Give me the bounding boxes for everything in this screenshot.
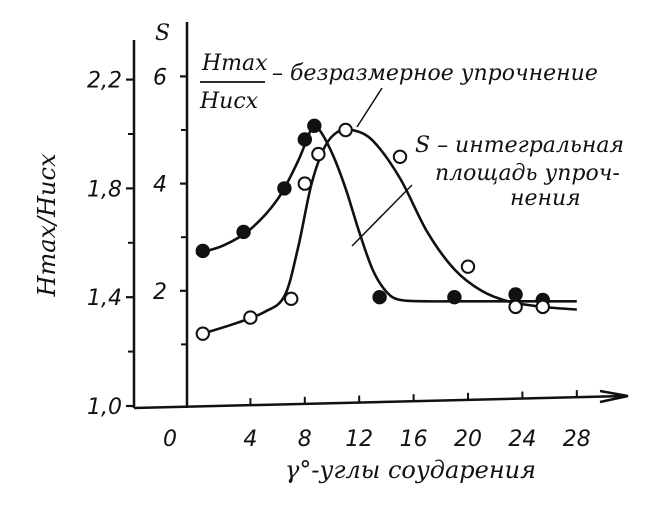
legend-fraction-text: – безразмерное упрочнение <box>272 61 598 86</box>
y-left-tick-label: 1,0 <box>87 395 122 420</box>
data-point-filled <box>447 290 462 305</box>
data-point-filled <box>297 132 312 147</box>
y-right-tick-label: 2 <box>153 280 167 305</box>
legend-fraction-numerator: Hmax <box>201 51 268 76</box>
data-point-open <box>392 149 408 165</box>
legend-fraction-denominator: Hисх <box>199 89 259 114</box>
data-point-open <box>311 146 326 162</box>
y-right-tick-label: 4 <box>153 173 167 198</box>
legend-s-line-3: нения <box>510 186 581 211</box>
y-left-tick-label: 1,4 <box>87 286 122 311</box>
x-axis <box>133 394 626 410</box>
y-left-tick-label: 2,2 <box>87 69 122 94</box>
y-left-tick-label: 1,8 <box>87 177 122 202</box>
x-axis-arrow <box>599 389 629 404</box>
x-tick-label: 4 <box>243 427 257 452</box>
data-point-open <box>195 326 211 341</box>
data-point-filled <box>236 224 251 240</box>
legend: Hmax Hисх – безразмерное упрочнение S – … <box>199 51 624 247</box>
leader-line-s <box>351 184 413 247</box>
points <box>195 118 550 341</box>
x-tick-label: 20 <box>454 427 482 452</box>
data-point-open <box>243 310 258 325</box>
x-tick-label: 12 <box>345 427 373 452</box>
data-point-filled <box>372 290 387 305</box>
x-tick-label: 0 <box>163 427 177 452</box>
data-point-open <box>284 291 299 307</box>
y-right-axis-label: S <box>155 21 170 46</box>
x-axis-label: γ°-углы соударения <box>285 456 536 484</box>
data-point-filled <box>277 181 292 196</box>
curve-hmax-ratio <box>195 123 577 303</box>
legend-s-line-2: площадь упроч- <box>435 161 620 186</box>
data-point-open <box>297 176 312 191</box>
x-tick-label: 8 <box>298 427 312 452</box>
y-right-tick-label: 6 <box>153 65 167 90</box>
data-point-open <box>338 122 353 138</box>
x-tick-label: 16 <box>400 427 428 452</box>
legend-s-line-1: S – интегральная <box>415 133 624 158</box>
data-point-open <box>535 299 550 315</box>
leader-line-fraction <box>356 87 383 128</box>
data-point-open <box>508 299 523 315</box>
y-left-axis-label: Hmax/Hисх <box>33 153 61 297</box>
x-tick-label: 28 <box>563 427 591 452</box>
data-point-filled <box>508 287 523 302</box>
data-point-filled <box>307 118 322 134</box>
data-point-open <box>460 259 476 274</box>
x-tick-label: 24 <box>508 427 536 452</box>
data-point-filled <box>195 243 211 259</box>
